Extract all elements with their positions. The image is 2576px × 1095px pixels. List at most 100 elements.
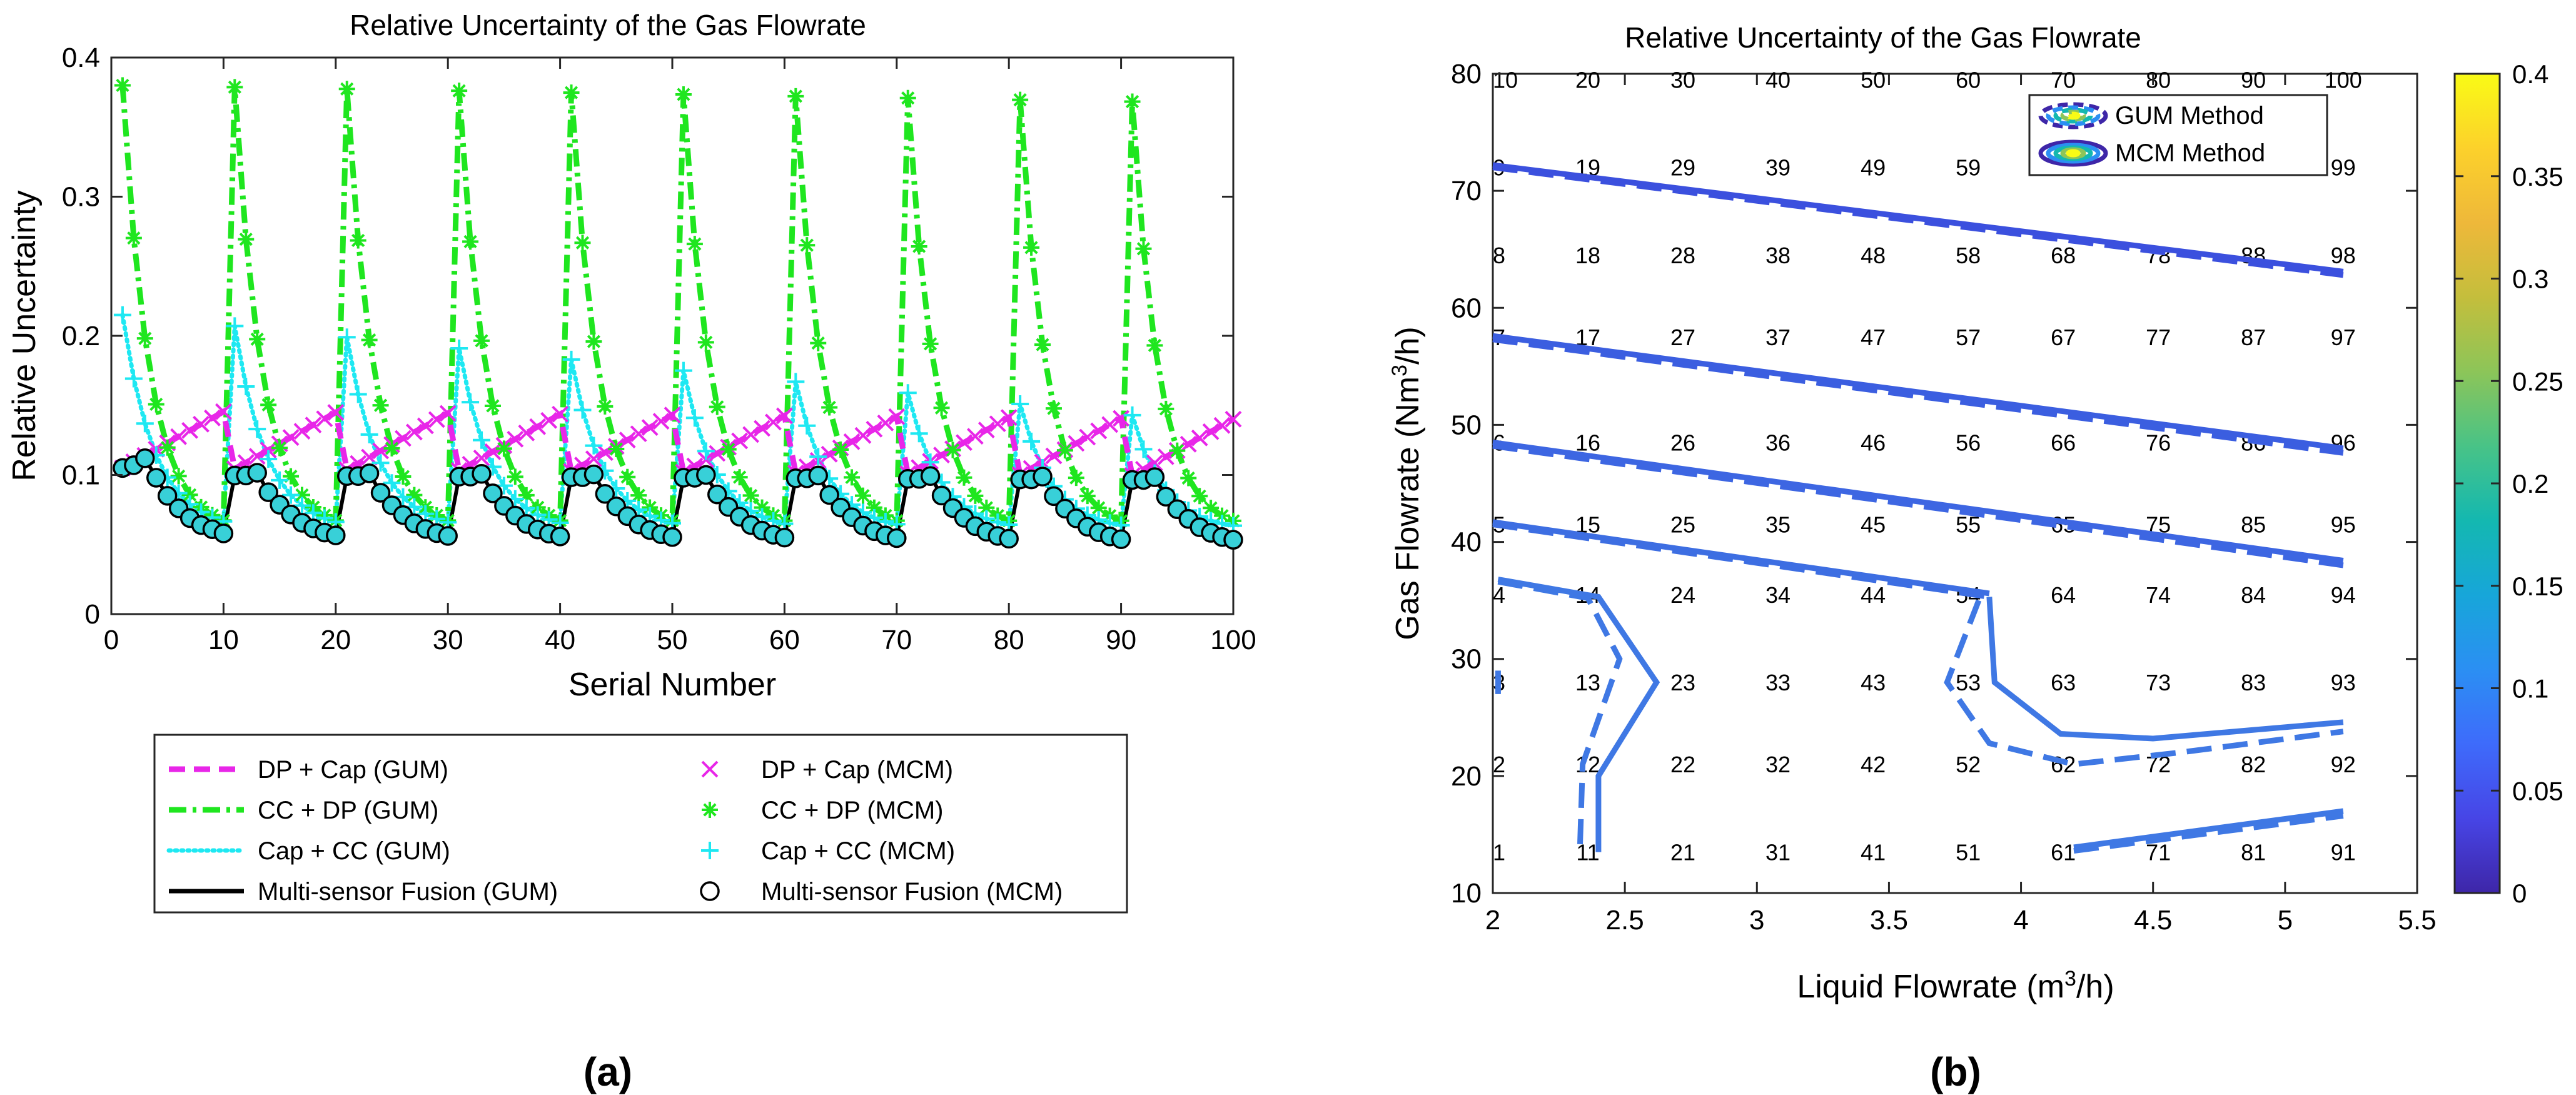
cc-dp-mcm-marker	[260, 396, 277, 413]
legend-method-label: GUM Method	[2115, 102, 2264, 129]
fusion-mcm-marker	[146, 468, 166, 488]
grid-point-label: 35	[1765, 512, 1791, 538]
dp-cap-mcm-marker	[596, 444, 614, 462]
dp-cap-mcm-marker	[1000, 409, 1018, 426]
dp-cap-mcm-marker	[619, 431, 636, 449]
colorbar-tick-label: 0	[2512, 879, 2527, 908]
cc-dp-mcm-marker	[283, 468, 300, 485]
grid-point-label: 30	[1670, 67, 1695, 93]
colorbar-tick-label: 0.3	[2512, 265, 2548, 294]
x-tick-label: 40	[545, 625, 575, 655]
grid-point-label: 76	[2146, 430, 2171, 456]
cc-dp-mcm-marker	[226, 79, 243, 96]
cap-cc-mcm-marker	[697, 442, 715, 460]
fusion-mcm-marker	[696, 465, 716, 485]
grid-point-label: 59	[1956, 155, 1981, 181]
cc-dp-mcm-marker	[619, 468, 636, 485]
cc-dp-mcm-marker	[754, 499, 770, 516]
legend-ellipse-icon	[2038, 139, 2108, 167]
cc-dp-mcm-marker	[854, 487, 871, 504]
dp-cap-mcm-marker	[664, 406, 681, 424]
cap-cc-mcm-marker	[248, 420, 266, 438]
cc-dp-mcm-marker	[1068, 470, 1084, 487]
legend-star-marker	[702, 802, 718, 818]
fusion-mcm-marker	[247, 463, 267, 483]
grid-point-label: 2	[1493, 752, 1505, 777]
legend-ellipse-icon	[2046, 105, 2101, 126]
dp-cap-mcm-marker	[977, 421, 995, 439]
cc-dp-mcm-marker	[170, 468, 187, 485]
dp-cap-mcm-marker	[888, 408, 906, 425]
fusion-mcm-marker	[1044, 486, 1064, 507]
cc-dp-mcm-marker	[462, 233, 479, 250]
x-tick-label: 3	[1749, 905, 1764, 936]
colorbar-ticks: 0 0.05 0.1 0.15 0.2 0.25 0.3 0.35 0.4	[2455, 59, 2563, 908]
cc-dp-mcm-marker	[686, 236, 703, 253]
cap-cc-mcm-marker	[226, 317, 244, 335]
cc-dp-mcm-marker	[1169, 442, 1186, 459]
fusion-mcm-marker	[583, 464, 604, 485]
fusion-mcm-marker	[438, 526, 458, 546]
grid-point-label: 1	[1493, 840, 1505, 865]
fusion-mcm-marker	[359, 463, 380, 483]
fusion-mcm-marker	[472, 463, 492, 484]
dp-cap-mcm-marker	[417, 417, 434, 435]
y-tick-label: 0.3	[62, 182, 100, 213]
dp-cap-gum-line	[121, 407, 1235, 480]
dp-cap-mcm-marker	[754, 420, 770, 437]
cc-dp-mcm-marker	[451, 83, 468, 99]
cc-dp-mcm-marker	[473, 332, 490, 349]
grid-point-label: 52	[1956, 752, 1981, 777]
x-tick-label: 4.5	[2134, 905, 2172, 936]
grid-point-label: 21	[1670, 840, 1695, 865]
legend-ellipse-icon	[2038, 102, 2108, 129]
x-tick-label: 0	[104, 625, 119, 655]
panel-b-y-axis-label: Gas Flowrate (Nm3/h)	[1388, 326, 1426, 640]
cap-cc-mcm-marker	[271, 471, 289, 489]
dp-cap-mcm-marker	[1179, 435, 1197, 453]
cc-dp-mcm-marker	[271, 440, 288, 457]
grid-point-label: 33	[1765, 670, 1791, 695]
cap-cc-mcm-marker	[260, 450, 278, 468]
grid-point-label: 46	[1861, 430, 1886, 456]
grid-point-label: 91	[2331, 840, 2356, 865]
grid-point-label: 38	[1765, 243, 1791, 268]
grid-point-label: 97	[2331, 325, 2356, 350]
legend-entry-label: Multi-sensor Fusion (GUM)	[258, 878, 558, 906]
cap-cc-mcm-marker	[282, 486, 300, 504]
grid-point-label: 47	[1861, 325, 1886, 350]
x-tick-label: 4	[2013, 905, 2028, 936]
grid-point-label: 87	[2241, 325, 2266, 350]
contour-mcm-lower-left	[1497, 577, 1660, 852]
cc-dp-mcm-marker	[844, 469, 861, 486]
grid-point-label: 74	[2146, 582, 2171, 608]
grid-point-label: 95	[2331, 512, 2356, 538]
dp-cap-mcm-marker	[405, 423, 423, 441]
dp-cap-mcm-marker	[305, 416, 322, 434]
panel-b-axes-box	[1492, 73, 2418, 894]
legend-entry-label: Multi-sensor Fusion (MCM)	[761, 878, 1063, 906]
grid-point-label: 50	[1861, 67, 1886, 93]
cc-dp-mcm-marker	[1034, 336, 1051, 353]
dp-cap-mcm-marker	[1101, 416, 1119, 433]
y-tick-label: 0.1	[62, 460, 100, 491]
panel-a-title: Relative Uncertainty of the Gas Flowrate	[350, 9, 866, 41]
cap-cc-mcm-marker	[910, 425, 928, 443]
cc-dp-mcm-marker	[1146, 337, 1163, 354]
cc-dp-mcm-marker	[484, 398, 501, 414]
dp-cap-mcm-marker	[1079, 428, 1096, 446]
colorbar-tick-label: 0.25	[2512, 366, 2563, 396]
dp-cap-mcm-marker	[473, 449, 490, 467]
grid-point-label: 81	[2241, 840, 2266, 865]
cc-dp-gum-line	[119, 85, 1235, 525]
grid-point-label: 80	[2146, 67, 2171, 93]
dp-cap-mcm-marker	[877, 414, 894, 431]
fusion-mcm-marker	[483, 483, 503, 503]
fusion-mcm-marker	[887, 528, 907, 548]
cap-cc-mcm-marker	[1023, 432, 1041, 450]
cc-dp-mcm-marker	[1090, 500, 1107, 517]
legend-method-label: MCM Method	[2115, 139, 2265, 167]
cap-cc-mcm-marker	[685, 409, 704, 427]
grid-point-label: 71	[2146, 840, 2171, 865]
grid-point-label: 32	[1765, 752, 1791, 777]
